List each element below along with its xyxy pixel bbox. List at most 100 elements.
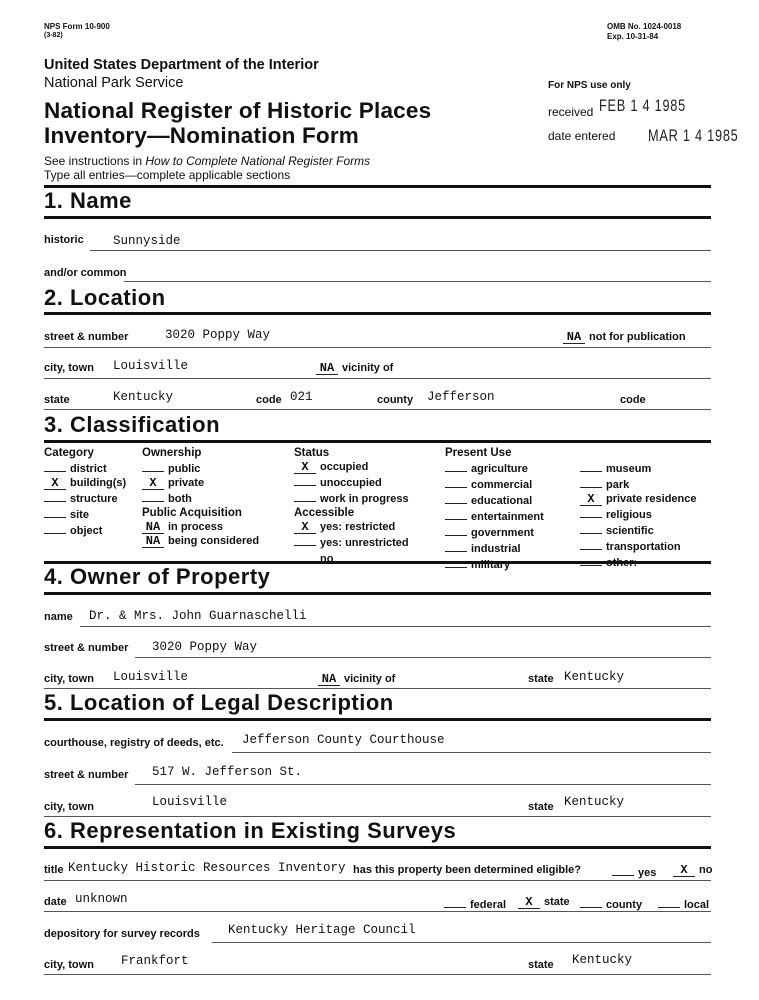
classification-heading: Ownership	[142, 447, 202, 459]
survey-title-value: Kentucky Historic Resources Inventory	[68, 861, 346, 875]
classification-option[interactable]: scientific	[580, 522, 697, 538]
classification-option[interactable]: public	[142, 460, 259, 476]
checkbox-blank[interactable]: X	[294, 461, 316, 474]
option-label: both	[168, 493, 192, 505]
checkbox-blank[interactable]	[580, 506, 602, 518]
field-line	[44, 816, 711, 817]
yes-mark[interactable]	[612, 864, 634, 876]
classification-option[interactable]: transportation	[580, 538, 697, 554]
checkbox-blank[interactable]	[445, 556, 467, 568]
checkbox-blank[interactable]	[445, 524, 467, 536]
option-label: site	[70, 509, 89, 521]
owner-name-value: Dr. & Mrs. John Guarnaschelli	[89, 609, 307, 623]
classification-option[interactable]: military	[445, 556, 544, 572]
section-5-title: 5. Location of Legal Description	[44, 690, 394, 715]
owner-city-label: city, town	[44, 673, 94, 685]
option-label: work in progress	[320, 493, 409, 505]
classification-option[interactable]: entertainment	[445, 508, 544, 524]
checkbox-blank[interactable]	[142, 460, 164, 472]
divider	[44, 846, 711, 849]
checkbox-blank[interactable]	[580, 538, 602, 550]
state-mark[interactable]: X	[518, 896, 540, 909]
checkbox-blank[interactable]: NA	[142, 521, 164, 534]
classification-option[interactable]: unoccupied	[294, 474, 409, 490]
checkbox-blank[interactable]: X	[44, 477, 66, 490]
level-federal[interactable]: federal	[444, 896, 506, 911]
option-label: occupied	[320, 461, 369, 473]
eligible-question: has this property been determined eligib…	[353, 864, 581, 876]
checkbox-blank[interactable]	[445, 492, 467, 504]
classification-option[interactable]: religious	[580, 506, 697, 522]
checkbox-blank[interactable]	[44, 460, 66, 472]
checkbox-blank[interactable]	[445, 540, 467, 552]
county-value: Jefferson	[427, 390, 495, 404]
classification-option[interactable]: object	[44, 522, 126, 538]
legal-state-value: Kentucky	[564, 795, 625, 809]
checkbox-blank[interactable]	[580, 554, 602, 566]
option-label: unoccupied	[320, 477, 382, 489]
classification-option[interactable]: commercial	[445, 476, 544, 492]
classification-option[interactable]: yes: unrestricted	[294, 534, 409, 550]
classification-option[interactable]: NA in process	[142, 520, 259, 534]
checkbox-blank[interactable]	[580, 522, 602, 534]
checkbox-blank[interactable]	[445, 460, 467, 472]
classification-option[interactable]: educational	[445, 492, 544, 508]
classification-option[interactable]: both	[142, 490, 259, 506]
checkbox-blank[interactable]	[294, 490, 316, 502]
checkbox-blank[interactable]	[44, 522, 66, 534]
courthouse-value: Jefferson County Courthouse	[242, 733, 445, 747]
checkbox-blank[interactable]: NA	[142, 535, 164, 548]
classification-option[interactable]: district	[44, 460, 126, 476]
classification-option[interactable]: agriculture	[445, 460, 544, 476]
no-mark[interactable]: X	[673, 864, 695, 877]
classification-option[interactable]: museum	[580, 460, 697, 476]
nfp-label: not for publication	[589, 331, 686, 343]
checkbox-blank[interactable]: X	[580, 493, 602, 506]
survey-city-label: city, town	[44, 959, 94, 971]
checkbox-blank[interactable]	[445, 508, 467, 520]
checkbox-blank[interactable]: X	[294, 521, 316, 534]
field-line	[212, 942, 711, 943]
classification-option[interactable]: structure	[44, 490, 126, 506]
divider	[44, 561, 711, 564]
checkbox-blank[interactable]	[44, 490, 66, 502]
checkbox-blank[interactable]	[445, 476, 467, 488]
classification-option[interactable]: government	[445, 524, 544, 540]
level-county[interactable]: county	[580, 896, 642, 911]
checkbox-blank[interactable]	[294, 474, 316, 486]
eligible-yes[interactable]: yes	[612, 864, 656, 879]
classification-option[interactable]: park	[580, 476, 697, 492]
survey-state-label: state	[528, 959, 554, 971]
county-code-label: code	[620, 394, 646, 406]
checkbox-blank[interactable]	[580, 476, 602, 488]
level-local[interactable]: local	[658, 896, 709, 911]
checkbox-blank[interactable]	[44, 506, 66, 518]
nfp-mark: NA	[563, 331, 585, 344]
county-mark[interactable]	[580, 896, 602, 908]
classification-option[interactable]: industrial	[445, 540, 544, 556]
option-label: private	[168, 477, 205, 489]
checkbox-blank[interactable]	[142, 490, 164, 502]
classification-option[interactable]: site	[44, 506, 126, 522]
federal-mark[interactable]	[444, 896, 466, 908]
classification-option[interactable]: NA being considered	[142, 534, 259, 548]
checkbox-blank[interactable]: X	[142, 477, 164, 490]
field-line	[80, 626, 711, 627]
date-entered-stamp: MAR 1 4 1985	[648, 126, 739, 145]
local-mark[interactable]	[658, 896, 680, 908]
field-line	[44, 974, 711, 975]
classification-heading: Public Acquisition	[142, 507, 242, 519]
checkbox-blank[interactable]	[294, 534, 316, 546]
classification-option[interactable]: work in progress	[294, 490, 409, 506]
received-label: received	[548, 105, 594, 119]
field-line	[135, 784, 711, 785]
option-label: being considered	[168, 535, 260, 547]
checkbox-blank[interactable]	[580, 460, 602, 472]
